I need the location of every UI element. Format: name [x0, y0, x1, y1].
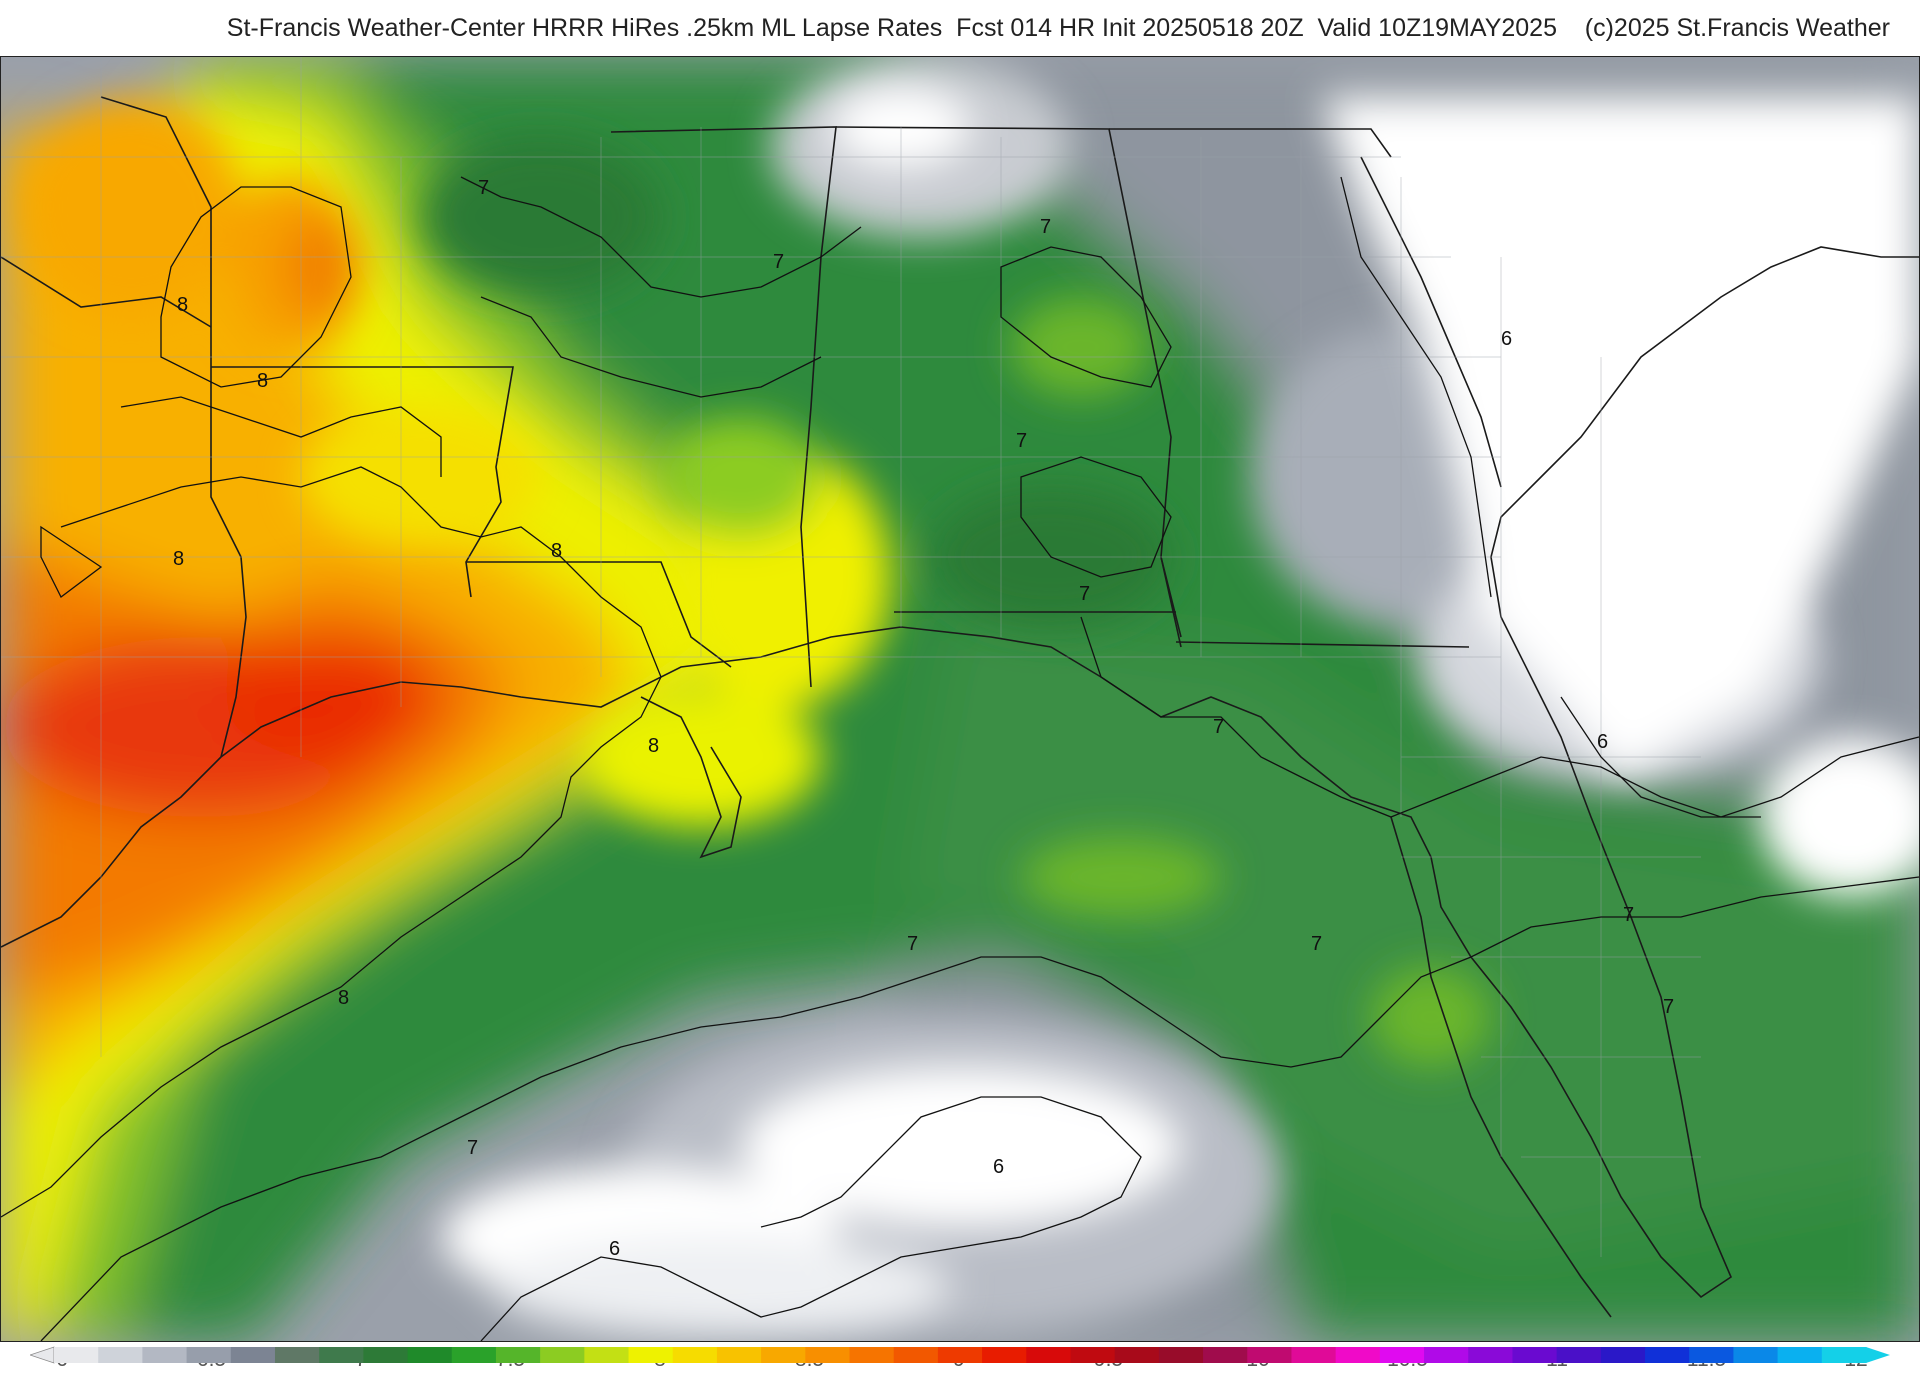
- colorbar-swatch: [1821, 1347, 1867, 1363]
- colorbar-swatch: [186, 1347, 232, 1363]
- contour-label: 8: [551, 540, 562, 562]
- colorbar-swatch: [628, 1347, 674, 1363]
- colorbar-swatch: [1777, 1347, 1823, 1363]
- lapse-rate-map[interactable]: 8 8 8 8 8 8 7 7 7 7 7 7 7 7 7 7 7 6 6 6 …: [0, 56, 1920, 1342]
- contour-label: 7: [1040, 216, 1051, 238]
- colorbar-swatch: [319, 1347, 364, 1363]
- colorbar-swatch: [672, 1347, 718, 1363]
- contour-label: 8: [338, 987, 349, 1009]
- contour-label: 7: [1663, 996, 1674, 1018]
- colorbar-swatch: [1556, 1347, 1602, 1363]
- contour-label: 8: [173, 548, 184, 570]
- colorbar-swatch: [1203, 1347, 1248, 1363]
- colorbar-swatch: [1512, 1347, 1558, 1363]
- colorbar-swatch: [1158, 1347, 1204, 1363]
- colorbar-swatch: [1600, 1347, 1646, 1363]
- colorbar-swatch: [54, 1347, 99, 1363]
- contour-label: 8: [177, 294, 188, 316]
- contour-label: 6: [1597, 731, 1608, 753]
- contour-label: 6: [1501, 328, 1512, 350]
- colorbar-swatch: [1247, 1347, 1292, 1363]
- contour-label: 6: [993, 1156, 1004, 1178]
- colorbar-swatch: [142, 1347, 188, 1363]
- colorbar-swatch: [540, 1347, 585, 1363]
- contour-label: 7: [467, 1137, 478, 1159]
- colorbar-swatch: [893, 1347, 939, 1363]
- colorbar-swatch: [1468, 1347, 1513, 1363]
- colorbar-swatch: [982, 1347, 1027, 1363]
- lapse-rate-field: [1, 57, 1919, 1341]
- colorbar-arrow-left: [30, 1346, 55, 1364]
- state-boundaries: [1, 96, 1919, 1318]
- colorbar-swatch: [937, 1347, 983, 1363]
- colorbar-swatch: [274, 1347, 320, 1363]
- colorbar-swatch: [716, 1347, 762, 1363]
- colorbar-bar: [30, 1346, 1890, 1364]
- map-title: St-Francis Weather-Center HRRR HiRes .25…: [226, 13, 1890, 42]
- colorbar-swatch: [1291, 1347, 1337, 1363]
- contour-label: 7: [1016, 430, 1027, 452]
- colorbar-swatch: [805, 1347, 851, 1363]
- colorbar-swatch: [761, 1347, 806, 1363]
- contour-label: 7: [773, 251, 784, 273]
- colorbar-swatch: [1026, 1347, 1071, 1363]
- colorbar-swatch: [495, 1347, 541, 1363]
- contour-label: 8: [648, 735, 659, 757]
- contour-labels: 8 8 8 8 8 8 7 7 7 7 7 7 7 7 7 7 7 6 6 6 …: [173, 177, 1674, 1260]
- colorbar-swatch: [451, 1347, 497, 1363]
- colorbar-swatch: [1335, 1347, 1381, 1363]
- contour-label: 8: [257, 370, 268, 392]
- colorbar-swatch: [849, 1347, 895, 1363]
- contour-lines: [1, 176, 1919, 1341]
- colorbar-swatch: [98, 1347, 143, 1363]
- contour-label: 7: [1079, 583, 1090, 605]
- colorbar-swatch: [1689, 1347, 1734, 1363]
- colorbar-swatch: [584, 1347, 630, 1363]
- contour-label: 7: [1213, 716, 1224, 738]
- colorbar-swatch: [407, 1347, 453, 1363]
- colorbar-swatch: [1070, 1347, 1116, 1363]
- colorbar-swatch: [1379, 1347, 1425, 1363]
- contour-label: 7: [478, 177, 489, 199]
- colorbar-swatch: [1424, 1347, 1469, 1363]
- colorbar-swatch: [363, 1347, 409, 1363]
- contour-label: 6: [609, 1238, 620, 1260]
- colorbar-swatch: [1114, 1347, 1160, 1363]
- colorbar-swatch: [230, 1347, 276, 1363]
- contour-label: 7: [1623, 904, 1634, 926]
- colorbar-swatch: [1733, 1347, 1779, 1363]
- county-lines: [1, 57, 1701, 1257]
- colorbar-swatch: [1645, 1347, 1690, 1363]
- contour-label: 7: [907, 933, 918, 955]
- contour-label: 7: [1311, 933, 1322, 955]
- colorbar-arrow-right: [1866, 1347, 1890, 1363]
